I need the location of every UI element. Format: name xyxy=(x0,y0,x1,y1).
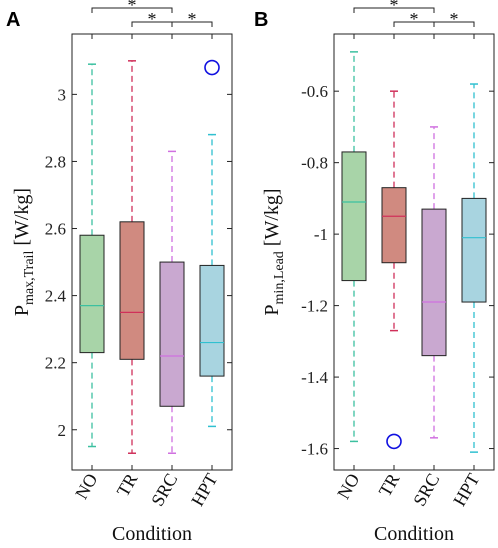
y-label-unit: [W/kg] xyxy=(11,188,33,251)
y-tick-label: -1.2 xyxy=(301,297,328,316)
y-tick-label: 2.2 xyxy=(45,354,66,373)
y-tick-label: 2.8 xyxy=(45,152,66,171)
x-axis-label: Condition xyxy=(112,523,192,545)
bracket-line xyxy=(433,21,475,27)
x-axis-label: Condition xyxy=(374,523,454,545)
box-body xyxy=(421,208,447,357)
significance-bracket: * xyxy=(171,9,213,29)
significance-bracket: * xyxy=(393,9,435,29)
outlier-point xyxy=(386,433,402,450)
y-label-subscript: min,Lead xyxy=(272,251,287,304)
category-label: SRC xyxy=(409,470,443,509)
box-src xyxy=(159,150,185,454)
category-label: NO xyxy=(71,470,101,503)
outlier-point xyxy=(204,59,220,76)
box-src xyxy=(421,126,447,439)
y-label-subscript: max,Trail xyxy=(22,251,37,305)
y-label-main: P xyxy=(261,304,283,315)
box-body xyxy=(119,221,145,360)
panel-a: A 2 2.2 2.4 2.6 2.8 3 NO TR SRC HPT * * * Pmax,Trail [… xyxy=(6,0,233,545)
bracket-line xyxy=(91,7,173,13)
category-label: HPT xyxy=(449,470,483,509)
box-body xyxy=(381,187,407,264)
significance-star: * xyxy=(128,0,137,15)
category-label: SRC xyxy=(147,470,181,509)
y-tick-label: 2.6 xyxy=(45,220,66,239)
box-no xyxy=(341,51,367,443)
significance-star: * xyxy=(410,9,419,29)
y-tick-label: -0.8 xyxy=(301,154,328,173)
category-label: HPT xyxy=(187,470,221,509)
significance-bracket: * xyxy=(353,0,435,15)
box-tr xyxy=(119,60,145,454)
panel-letter: B xyxy=(254,9,268,31)
significance-bracket: * xyxy=(91,0,173,15)
box-tr xyxy=(381,90,407,450)
box-body xyxy=(341,151,367,282)
y-tick-label: 3 xyxy=(58,85,67,104)
y-tick-label: -1 xyxy=(314,225,328,244)
significance-star: * xyxy=(390,0,399,15)
panel-letter: A xyxy=(6,9,20,31)
significance-star: * xyxy=(450,9,459,29)
box-body xyxy=(159,261,185,407)
y-tick-label: -1.6 xyxy=(301,440,328,459)
y-tick-label: -0.6 xyxy=(301,82,328,101)
panel-b: B -1.6 -1.4 -1.2 -1 -0.8 -0.6 NO TR SRC HPT * * * Pmin… xyxy=(254,0,495,545)
significance-star: * xyxy=(188,9,197,29)
y-tick-label: -1.4 xyxy=(301,368,328,387)
category-label: NO xyxy=(333,470,363,503)
box-no xyxy=(79,63,105,448)
bracket-line xyxy=(171,21,213,27)
y-axis-label: Pmin,Lead [W/kg] xyxy=(261,188,287,315)
y-axis-label: Pmax,Trail [W/kg] xyxy=(11,188,37,316)
box-body xyxy=(461,197,487,303)
box-hpt xyxy=(199,59,225,428)
y-label-main: P xyxy=(11,305,33,316)
box-body xyxy=(199,264,225,377)
plot-frame xyxy=(71,33,233,471)
box-hpt xyxy=(461,83,487,453)
y-label-unit: [W/kg] xyxy=(261,188,283,251)
plot-frame xyxy=(333,33,495,471)
category-label: TR xyxy=(113,470,142,500)
y-tick-label: 2.4 xyxy=(45,287,67,306)
bracket-line xyxy=(353,7,435,13)
category-label: TR xyxy=(375,470,404,500)
box-body xyxy=(79,234,105,354)
significance-star: * xyxy=(148,9,157,29)
significance-bracket: * xyxy=(131,9,173,29)
significance-bracket: * xyxy=(433,9,475,29)
y-tick-label: 2 xyxy=(58,421,67,440)
